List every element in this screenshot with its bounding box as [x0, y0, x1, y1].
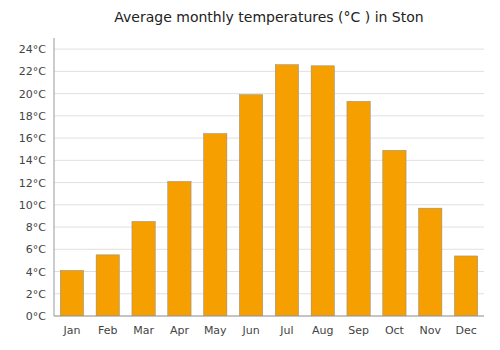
- grid-line: [54, 160, 484, 161]
- y-tick-label: 16°C: [19, 132, 46, 145]
- grid-line: [54, 204, 484, 205]
- x-tick-label: Sep: [348, 324, 369, 337]
- x-tick-label: Mar: [133, 324, 154, 337]
- y-tick-label: 22°C: [19, 65, 46, 78]
- x-tick-label: Apr: [170, 324, 190, 337]
- x-tick-label: Feb: [98, 324, 117, 337]
- x-tick-label: Aug: [312, 324, 333, 337]
- y-tick-label: 4°C: [26, 266, 46, 279]
- y-tick-label: 2°C: [26, 288, 46, 301]
- y-tick-label: 18°C: [19, 110, 46, 123]
- bar: [132, 221, 155, 316]
- y-tick-label: 0°C: [26, 310, 46, 323]
- bar: [239, 95, 262, 316]
- x-tick-label: May: [204, 324, 227, 337]
- y-tick-label: 10°C: [19, 199, 46, 212]
- y-tick-label: 24°C: [19, 43, 46, 56]
- y-tick-label: 8°C: [26, 221, 46, 234]
- grid-line: [54, 182, 484, 183]
- x-axis-line: [54, 316, 484, 317]
- x-tick-label: Nov: [420, 324, 442, 337]
- grid-line: [54, 115, 484, 116]
- x-tick-label: Jul: [279, 324, 293, 337]
- x-tick-label: Jan: [62, 324, 80, 337]
- x-tick-label: Oct: [385, 324, 405, 337]
- y-axis-line: [54, 38, 55, 316]
- grid-line: [54, 138, 484, 139]
- grid-line: [54, 316, 484, 317]
- bar: [383, 150, 406, 316]
- x-tick-label: Dec: [455, 324, 476, 337]
- grid-line: [54, 71, 484, 72]
- y-tick-label: 6°C: [26, 243, 46, 256]
- bar: [275, 65, 298, 316]
- y-tick-label: 12°C: [19, 177, 46, 190]
- x-tick-label: Jun: [241, 324, 259, 337]
- bar: [96, 255, 119, 316]
- grid-line: [54, 49, 484, 50]
- bar: [454, 256, 477, 316]
- bar: [311, 66, 334, 316]
- chart: Average monthly temperatures (°C ) in St…: [0, 0, 500, 350]
- grid-line: [54, 93, 484, 94]
- bar: [347, 101, 370, 316]
- bar: [60, 270, 83, 316]
- title: Average monthly temperatures (°C ) in St…: [114, 9, 423, 25]
- bars: [60, 65, 477, 316]
- y-tick-label: 14°C: [19, 154, 46, 167]
- bar: [204, 134, 227, 316]
- bar: [419, 208, 442, 316]
- y-tick-label: 20°C: [19, 88, 46, 101]
- bar: [168, 181, 191, 316]
- grid: [54, 49, 484, 316]
